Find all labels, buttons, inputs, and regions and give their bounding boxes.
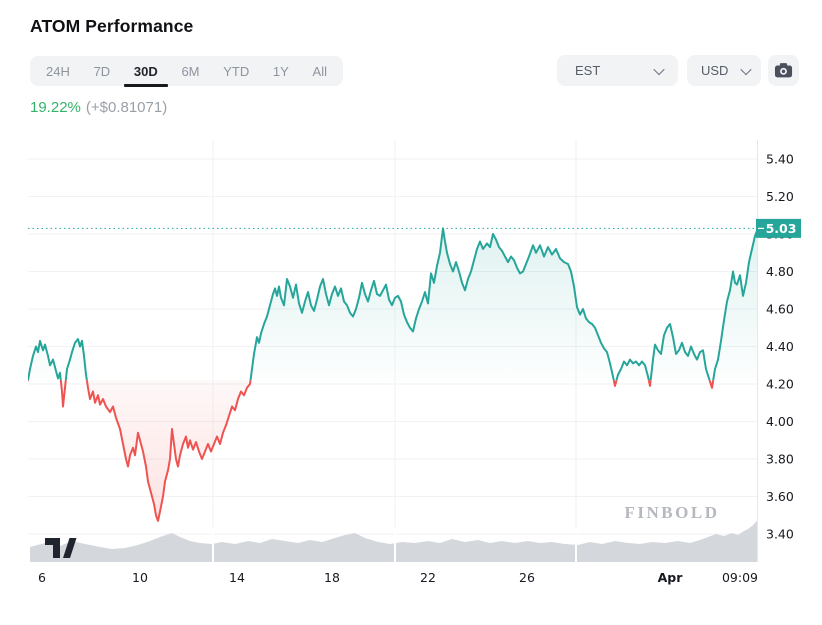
chart-graphics: 5.405.205.004.804.604.404.204.003.803.60… [28,140,801,585]
y-tick-label: 4.80 [766,264,794,279]
y-tick-label: 4.00 [766,414,794,429]
tab-ytd[interactable]: YTD [221,56,251,86]
tab-24h[interactable]: 24H [44,56,72,86]
y-tick-label: 5.40 [766,152,794,167]
price-change-value: (+$0.81071) [85,99,168,116]
chevron-down-icon [740,63,752,75]
timezone-dropdown[interactable]: EST [557,55,678,86]
y-tick-label: 3.80 [766,452,794,467]
tab-7d[interactable]: 7D [92,56,113,86]
y-tick-label: 4.60 [766,302,794,317]
y-tick-label: 3.40 [766,527,794,542]
tab-6m[interactable]: 6M [179,56,201,86]
x-tick-label: 26 [519,570,535,585]
currency-dropdown[interactable]: USD [687,55,761,86]
x-tick-label: 14 [229,570,245,585]
y-tick-label: 4.40 [766,339,794,354]
camera-button[interactable] [768,55,799,86]
y-tick-label: 3.60 [766,489,794,504]
tab-1y[interactable]: 1Y [271,56,291,86]
camera-icon [774,63,793,78]
price-change-percent: 19.22% [30,99,81,116]
range-tabs: 24H 7D 30D 6M YTD 1Y All [30,56,343,87]
x-tick-label: 6 [38,570,46,585]
tradingview-logo[interactable] [45,538,77,558]
currency-value: USD [701,63,729,78]
current-price-label: 5.03 [766,221,797,236]
page-title: ATOM Performance [30,16,194,36]
price-change: 19.22% (+$0.81071) [30,99,167,116]
x-tick-label: 09:09 [722,570,758,585]
tab-all[interactable]: All [311,56,329,86]
current-price-badge [756,218,801,238]
y-tick-label: 4.20 [766,377,794,392]
finbold-watermark: FINBOLD [625,503,720,522]
chevron-down-icon [653,63,665,75]
x-tick-label: Apr [658,570,684,585]
timezone-value: EST [575,63,601,78]
tab-30d[interactable]: 30D [123,56,168,87]
x-tick-label: 22 [420,570,436,585]
y-tick-label: 5.20 [766,189,794,204]
x-tick-label: 18 [324,570,340,585]
x-tick-label: 10 [132,570,148,585]
